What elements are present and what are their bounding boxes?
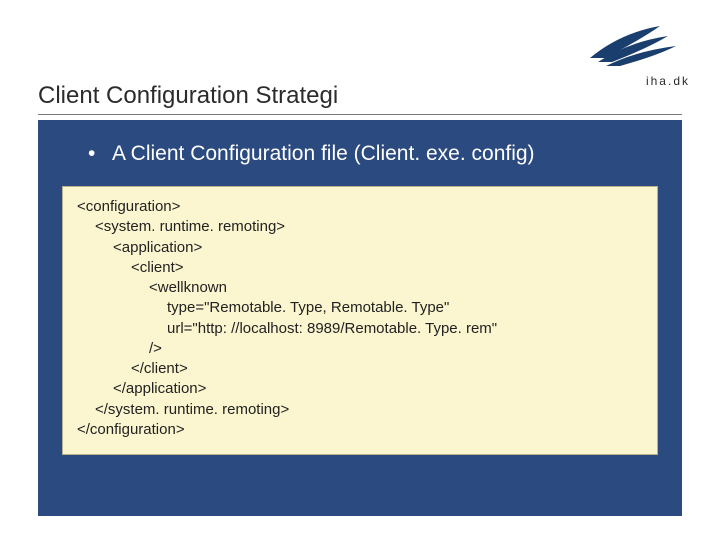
code-line: url="http: //localhost: 8989/Remotable. … — [167, 319, 643, 339]
code-line: </system. runtime. remoting> — [95, 400, 643, 420]
code-line: type="Remotable. Type, Remotable. Type" — [167, 298, 643, 318]
code-line: </application> — [113, 379, 643, 399]
code-line: </client> — [131, 359, 643, 379]
code-line: <application> — [113, 238, 643, 258]
code-line: /> — [149, 339, 643, 359]
brand-logo: iha.dk — [570, 18, 690, 88]
sail-icon — [570, 18, 690, 73]
code-line: <client> — [131, 258, 643, 278]
content-panel: A Client Configuration file (Client. exe… — [38, 120, 682, 516]
slide: iha.dk Client Configuration Strategi A C… — [0, 0, 720, 540]
page-title: Client Configuration Strategi — [38, 82, 682, 115]
code-line: <wellknown — [149, 278, 643, 298]
code-line: <configuration> — [77, 197, 643, 217]
title-region: Client Configuration Strategi — [38, 82, 682, 115]
code-block: <configuration><system. runtime. remotin… — [62, 186, 658, 455]
bullet-item: A Client Configuration file (Client. exe… — [88, 142, 662, 166]
code-line: <system. runtime. remoting> — [95, 217, 643, 237]
code-line: </configuration> — [77, 420, 643, 440]
